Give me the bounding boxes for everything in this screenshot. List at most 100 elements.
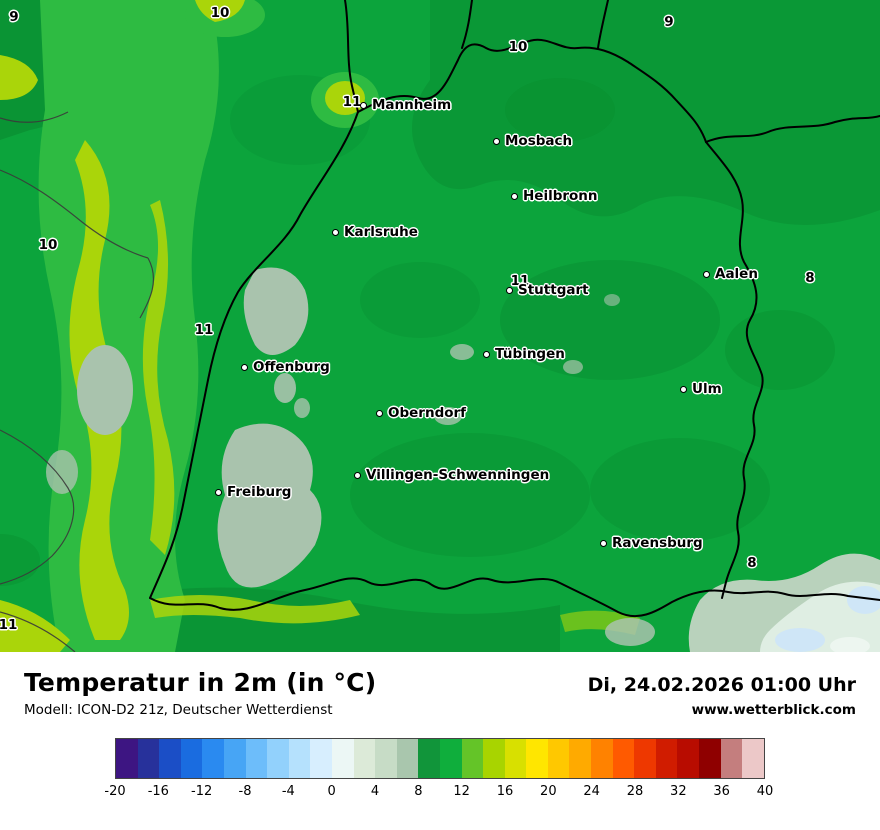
temperature-value-label: 10: [210, 5, 230, 21]
city-label: Oberndorf: [388, 405, 467, 421]
scale-segment: [720, 739, 743, 778]
temperature-scale: -20 -16 -12 -8 -4 0 4 8 12 16 20 24 28 32 36 40: [104, 738, 773, 806]
scale-tick-label: 40: [756, 784, 774, 799]
city-marker-heilbronn: Heilbronn: [511, 188, 598, 204]
scale-segment: [418, 739, 440, 778]
city-dot-icon: [376, 409, 383, 417]
temperature-value-label: 8: [747, 555, 757, 571]
panel-header-row: Temperatur in 2m (in °C) Di, 24.02.2026 …: [24, 668, 856, 697]
city-label: Heilbronn: [523, 188, 598, 204]
city-label: Freiburg: [227, 484, 292, 500]
scale-segment: [353, 739, 376, 778]
temperature-value-label: 11: [194, 322, 214, 338]
scale-tick-label: -16: [147, 784, 169, 799]
scale-segment: [202, 739, 224, 778]
scale-segment: [180, 739, 203, 778]
scale-segment: [677, 739, 700, 778]
temperature-colorbar: [115, 738, 765, 779]
city-dot-icon: [241, 363, 248, 371]
scale-tick-label: 36: [713, 784, 730, 799]
scale-segment: [504, 739, 527, 778]
scale-tick-label: 32: [670, 784, 687, 799]
city-marker-layer: Mannheim Mosbach Heilbronn Karlsruhe Aalen St…: [215, 97, 758, 551]
scale-segment: [288, 739, 311, 778]
scale-tick-label: 28: [626, 784, 644, 799]
model-info: Modell: ICON-D2 21z, Deutscher Wetterdie…: [24, 702, 333, 718]
city-dot-icon: [332, 228, 339, 236]
city-label: Karlsruhe: [344, 224, 418, 240]
city-label: Ulm: [692, 381, 722, 397]
scale-segment: [634, 739, 656, 778]
scale-segment: [331, 739, 354, 778]
scale-segment: [591, 739, 613, 778]
scale-segment: [137, 739, 160, 778]
city-label: Villingen-Schwenningen: [366, 467, 550, 483]
scale-tick-label: -8: [238, 784, 252, 799]
scale-segment: [699, 739, 721, 778]
temperature-value-label: 11: [342, 94, 362, 110]
temperature-value-label: 10: [38, 237, 58, 253]
scale-tick-label: 8: [414, 784, 423, 799]
city-label: Ravensburg: [612, 535, 703, 551]
scale-segment: [396, 739, 419, 778]
city-dot-icon: [493, 137, 500, 145]
city-marker-t-bingen: Tübingen: [483, 346, 565, 362]
scale-segment: [569, 739, 592, 778]
website-url: www.wetterblick.com: [691, 702, 856, 718]
city-marker-mosbach: Mosbach: [493, 133, 572, 149]
city-dot-icon: [215, 488, 222, 496]
city-marker-ulm: Ulm: [680, 381, 722, 397]
temperature-value-label: 11: [0, 617, 18, 633]
city-dot-icon: [511, 192, 518, 200]
scale-tick-label: 24: [583, 784, 600, 799]
scale-segment: [116, 739, 138, 778]
temperature-scale-ticks: -20 -16 -12 -8 -4 0 4 8 12 16 20 24 28 32 36 40: [104, 784, 773, 806]
city-marker-freiburg: Freiburg: [215, 484, 291, 500]
map-area: 9 10 10 9 10 11 11 11 8 8 11 Mannheim Mosbach Heilbr…: [0, 0, 880, 652]
city-marker-offenburg: Offenburg: [241, 359, 330, 375]
city-marker-villingen-schwenningen: Villingen-Schwenningen: [354, 467, 549, 483]
city-dot-icon: [506, 286, 513, 294]
scale-tick-label: 20: [540, 784, 557, 799]
city-dot-icon: [703, 270, 710, 278]
scale-tick-label: -20: [104, 784, 126, 799]
city-label: Mannheim: [372, 97, 452, 113]
scale-tick-label: 16: [496, 784, 514, 799]
scale-segment: [267, 739, 289, 778]
city-dot-icon: [360, 101, 367, 109]
temperature-value-label: 8: [805, 270, 815, 286]
scale-segment: [245, 739, 268, 778]
city-label: Stuttgart: [518, 282, 589, 298]
city-dot-icon: [680, 385, 687, 393]
scale-segment: [483, 739, 505, 778]
city-dot-icon: [600, 539, 607, 547]
temperature-value-label: 9: [664, 14, 674, 30]
scale-segment: [310, 739, 332, 778]
city-label: Aalen: [715, 266, 758, 282]
info-panel: Temperatur in 2m (in °C) Di, 24.02.2026 …: [0, 652, 880, 806]
temperature-value-label: 11: [510, 273, 530, 289]
temperature-label-layer: 9 10 10 9 10 11 11 11 8 8 11: [0, 5, 815, 633]
forecast-timestamp: Di, 24.02.2026 01:00 Uhr: [587, 674, 856, 696]
map-title: Temperatur in 2m (in °C): [24, 668, 377, 697]
scale-segment: [655, 739, 678, 778]
scale-segment: [461, 739, 484, 778]
scale-segment: [742, 739, 764, 778]
scale-tick-label: 0: [327, 784, 336, 799]
scale-segment: [159, 739, 181, 778]
scale-tick-label: 4: [370, 784, 380, 799]
city-label: Tübingen: [495, 346, 565, 362]
scale-tick-label: -4: [281, 784, 295, 799]
scale-segment: [547, 739, 570, 778]
city-dot-icon: [354, 471, 361, 479]
scale-tick-label: 12: [453, 784, 470, 799]
city-marker-stuttgart: Stuttgart: [506, 282, 589, 298]
scale-tick-label: -12: [191, 784, 213, 799]
city-label: Offenburg: [253, 359, 330, 375]
scale-segment: [223, 739, 246, 778]
city-label: Mosbach: [505, 133, 573, 149]
city-marker-karlsruhe: Karlsruhe: [332, 224, 418, 240]
map-svg: [0, 0, 880, 652]
scale-segment: [439, 739, 462, 778]
